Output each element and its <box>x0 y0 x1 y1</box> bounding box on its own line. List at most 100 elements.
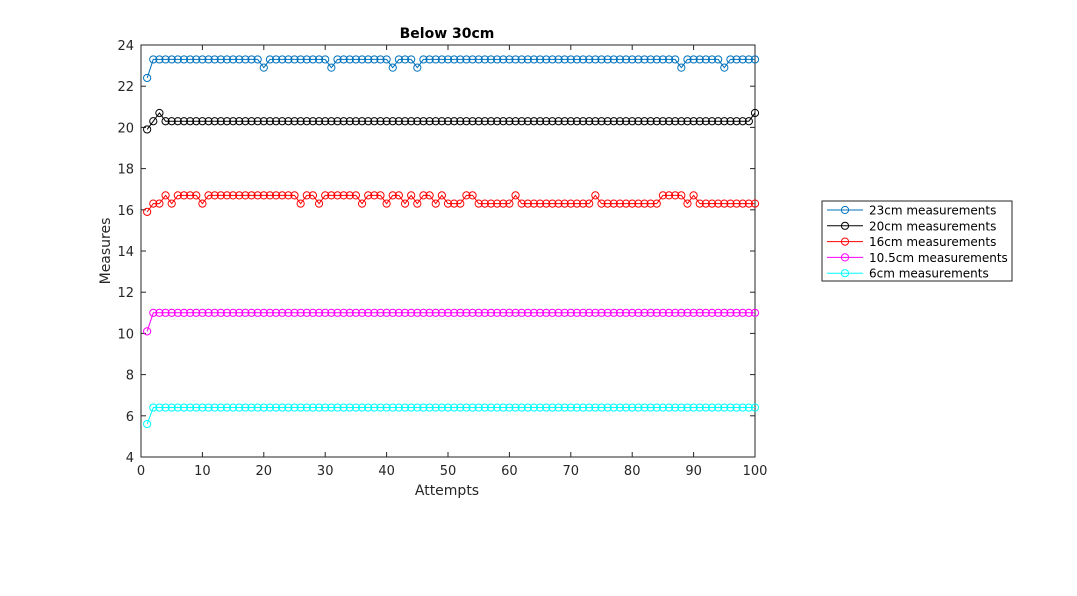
data-point <box>173 117 182 126</box>
data-point <box>229 403 238 412</box>
data-point <box>591 55 600 64</box>
data-point <box>744 308 753 317</box>
data-point <box>290 55 299 64</box>
data-point <box>161 308 170 317</box>
data-point <box>296 403 305 412</box>
series-4 <box>143 403 760 429</box>
data-point <box>364 403 373 412</box>
data-point <box>701 55 710 64</box>
data-point <box>462 403 471 412</box>
data-point <box>658 191 668 200</box>
data-point <box>677 191 686 200</box>
data-point <box>720 403 729 412</box>
data-point <box>536 55 545 64</box>
data-point <box>198 308 207 317</box>
data-point <box>388 403 397 412</box>
data-point <box>179 55 189 64</box>
data-point <box>407 55 416 64</box>
data-point <box>664 308 674 317</box>
data-point <box>720 199 729 208</box>
data-point <box>572 403 582 412</box>
data-point <box>314 308 324 317</box>
x-tick-label: 60 <box>501 464 518 479</box>
data-point <box>468 308 477 317</box>
data-point <box>321 55 330 64</box>
legend-label: 10.5cm measurements <box>869 251 1008 265</box>
data-point <box>419 308 428 317</box>
data-point <box>413 308 422 317</box>
data-point <box>726 308 735 317</box>
data-point <box>198 117 207 126</box>
x-axis: 0 10 20 30 40 50 60 70 80 90 100 <box>137 45 767 479</box>
data-point <box>179 308 189 317</box>
data-point <box>143 207 152 216</box>
data-point <box>278 308 287 317</box>
data-point <box>615 403 625 412</box>
data-point <box>364 117 373 126</box>
data-point <box>695 308 704 317</box>
data-point <box>517 308 526 317</box>
data-point <box>351 308 360 317</box>
data-point <box>241 308 250 317</box>
data-point <box>621 308 631 317</box>
data-point <box>167 117 176 126</box>
legend-marker <box>840 221 850 230</box>
data-point <box>302 403 311 412</box>
data-point <box>677 308 686 317</box>
data-point <box>566 199 575 208</box>
y-tick-label: 20 <box>117 121 134 136</box>
data-point <box>511 191 520 200</box>
data-point <box>308 403 318 412</box>
y-axis-label: Measures <box>98 218 114 285</box>
data-point <box>499 55 508 64</box>
data-point <box>689 403 698 412</box>
data-point <box>603 199 612 208</box>
data-point <box>278 191 287 200</box>
data-point <box>572 308 582 317</box>
data-point <box>173 403 182 412</box>
data-point <box>591 191 600 200</box>
data-point <box>597 199 606 208</box>
data-point <box>640 403 649 412</box>
data-point <box>480 199 489 208</box>
data-point <box>314 199 324 208</box>
data-point <box>382 55 391 64</box>
data-point <box>486 117 496 126</box>
data-point <box>216 117 225 126</box>
data-point <box>290 117 299 126</box>
data-point <box>413 403 422 412</box>
data-point <box>351 403 360 412</box>
data-point <box>634 403 643 412</box>
legend-box <box>821 200 1013 282</box>
data-point <box>339 403 348 412</box>
data-point <box>284 55 293 64</box>
data-point <box>474 403 483 412</box>
data-point <box>462 55 471 64</box>
data-point <box>443 308 453 317</box>
data-point <box>529 117 539 126</box>
data-point <box>192 403 201 412</box>
data-point <box>179 117 189 126</box>
chart-title: Below 30cm <box>400 26 495 42</box>
data-point <box>603 117 612 126</box>
data-point <box>327 308 336 317</box>
data-point <box>179 403 189 412</box>
data-point <box>720 117 729 126</box>
data-point <box>474 308 483 317</box>
data-point <box>646 55 655 64</box>
data-point <box>364 308 373 317</box>
data-point <box>143 125 152 134</box>
y-axis: 4 6 8 10 12 14 16 18 20 22 24 <box>117 39 755 466</box>
data-point <box>578 117 588 126</box>
x-tick-label: 50 <box>440 464 457 479</box>
data-point <box>357 403 367 412</box>
series-1 <box>143 108 760 134</box>
data-point <box>339 117 348 126</box>
data-point <box>683 308 692 317</box>
data-point <box>523 403 532 412</box>
data-point <box>210 403 219 412</box>
data-point <box>265 308 275 317</box>
data-point <box>339 55 348 64</box>
data-point <box>664 191 674 200</box>
